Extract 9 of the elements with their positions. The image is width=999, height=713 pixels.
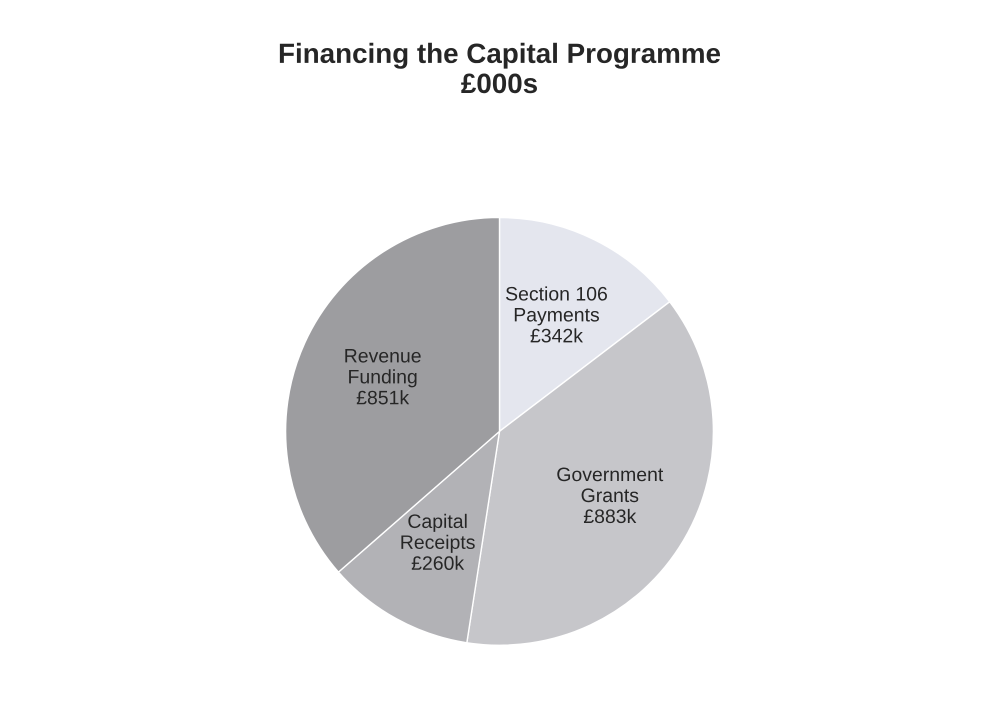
slice-label: Revenue Funding [345,349,421,388]
slice-label: Section 106 Payments [506,286,607,326]
slice-label: Capital Receipts [401,514,475,553]
data-label: £260k [412,556,464,570]
data-label: £342k [530,328,583,343]
chart-title: Financing the Capital Programme £000s [280,42,720,94]
data-label: £883k [584,508,636,524]
data-label: £851k [356,390,410,404]
slice-label: Government Grants [557,467,664,502]
